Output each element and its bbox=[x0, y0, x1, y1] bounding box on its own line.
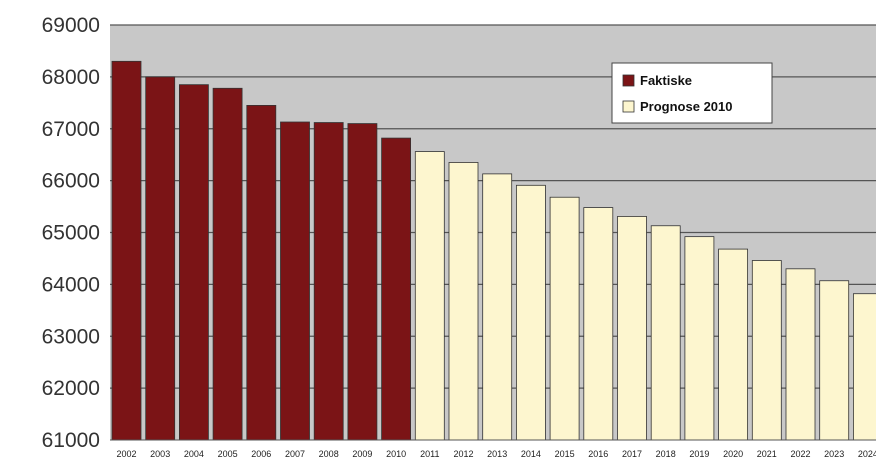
bar bbox=[482, 173, 513, 441]
x-tick-label: 2007 bbox=[285, 449, 305, 459]
x-tick-label: 2011 bbox=[420, 449, 439, 459]
y-tick-label: 69000 bbox=[42, 14, 100, 37]
x-tick-label: 2017 bbox=[622, 449, 642, 459]
bar bbox=[212, 87, 243, 441]
x-tick-label: 2013 bbox=[487, 449, 507, 459]
x-tick-label: 2002 bbox=[116, 449, 136, 459]
bar bbox=[718, 248, 748, 441]
bar bbox=[684, 236, 715, 441]
x-tick-label: 2006 bbox=[251, 449, 271, 459]
bar bbox=[313, 122, 344, 441]
x-tick-label: 2009 bbox=[352, 449, 372, 459]
bar bbox=[111, 60, 142, 441]
legend-swatch bbox=[622, 100, 635, 113]
bar bbox=[853, 293, 876, 441]
x-tick-label: 2008 bbox=[319, 449, 339, 459]
y-tick-label: 62000 bbox=[42, 377, 100, 400]
y-tick-label: 68000 bbox=[42, 66, 100, 89]
bar bbox=[280, 121, 310, 441]
y-tick-label: 61000 bbox=[42, 429, 100, 452]
x-tick-label: 2021 bbox=[757, 449, 777, 459]
bar bbox=[178, 84, 209, 441]
y-tick-label: 65000 bbox=[42, 222, 100, 245]
x-tick-label: 2012 bbox=[453, 449, 473, 459]
x-axis-ticks: 2002 2003 2004 2005 2006 2007 2008 2009 2010 2011… bbox=[116, 449, 876, 459]
bar bbox=[785, 268, 816, 441]
legend-box bbox=[611, 62, 773, 124]
x-tick-label: 2018 bbox=[656, 449, 676, 459]
x-tick-label: 2004 bbox=[184, 449, 204, 459]
x-tick-label: 2019 bbox=[689, 449, 709, 459]
y-tick-label: 67000 bbox=[42, 118, 100, 141]
x-tick-label: 2015 bbox=[555, 449, 575, 459]
x-tick-label: 2016 bbox=[588, 449, 608, 459]
x-tick-label: 2024 bbox=[858, 449, 876, 459]
legend: Faktiske Prognose 2010 bbox=[611, 62, 773, 124]
bar bbox=[583, 207, 614, 441]
x-tick-label: 2020 bbox=[723, 449, 743, 459]
x-tick-label: 2005 bbox=[218, 449, 238, 459]
legend-label: Prognose 2010 bbox=[640, 99, 733, 114]
bars bbox=[111, 60, 876, 441]
x-tick-label: 2022 bbox=[790, 449, 810, 459]
bar bbox=[549, 196, 580, 441]
x-tick-label: 2023 bbox=[824, 449, 844, 459]
bar bbox=[516, 184, 546, 441]
y-axis-ticks: 61000 62000 63000 64000 65000 66000 67000 68000… bbox=[42, 14, 100, 452]
x-tick-label: 2010 bbox=[386, 449, 406, 459]
bar bbox=[650, 225, 681, 441]
bar bbox=[751, 260, 782, 441]
legend-label: Faktiske bbox=[640, 73, 692, 88]
bar bbox=[414, 151, 445, 441]
bar bbox=[145, 76, 176, 441]
bar bbox=[448, 162, 479, 441]
y-tick-label: 63000 bbox=[42, 325, 100, 348]
bar bbox=[381, 137, 412, 441]
bar bbox=[819, 280, 850, 441]
y-tick-label: 64000 bbox=[42, 273, 100, 296]
x-tick-label: 2014 bbox=[521, 449, 541, 459]
legend-swatch bbox=[622, 74, 635, 87]
bar bbox=[347, 123, 378, 441]
bar bbox=[617, 216, 647, 441]
x-tick-label: 2003 bbox=[150, 449, 170, 459]
y-tick-label: 66000 bbox=[42, 170, 100, 193]
bar bbox=[246, 105, 277, 441]
